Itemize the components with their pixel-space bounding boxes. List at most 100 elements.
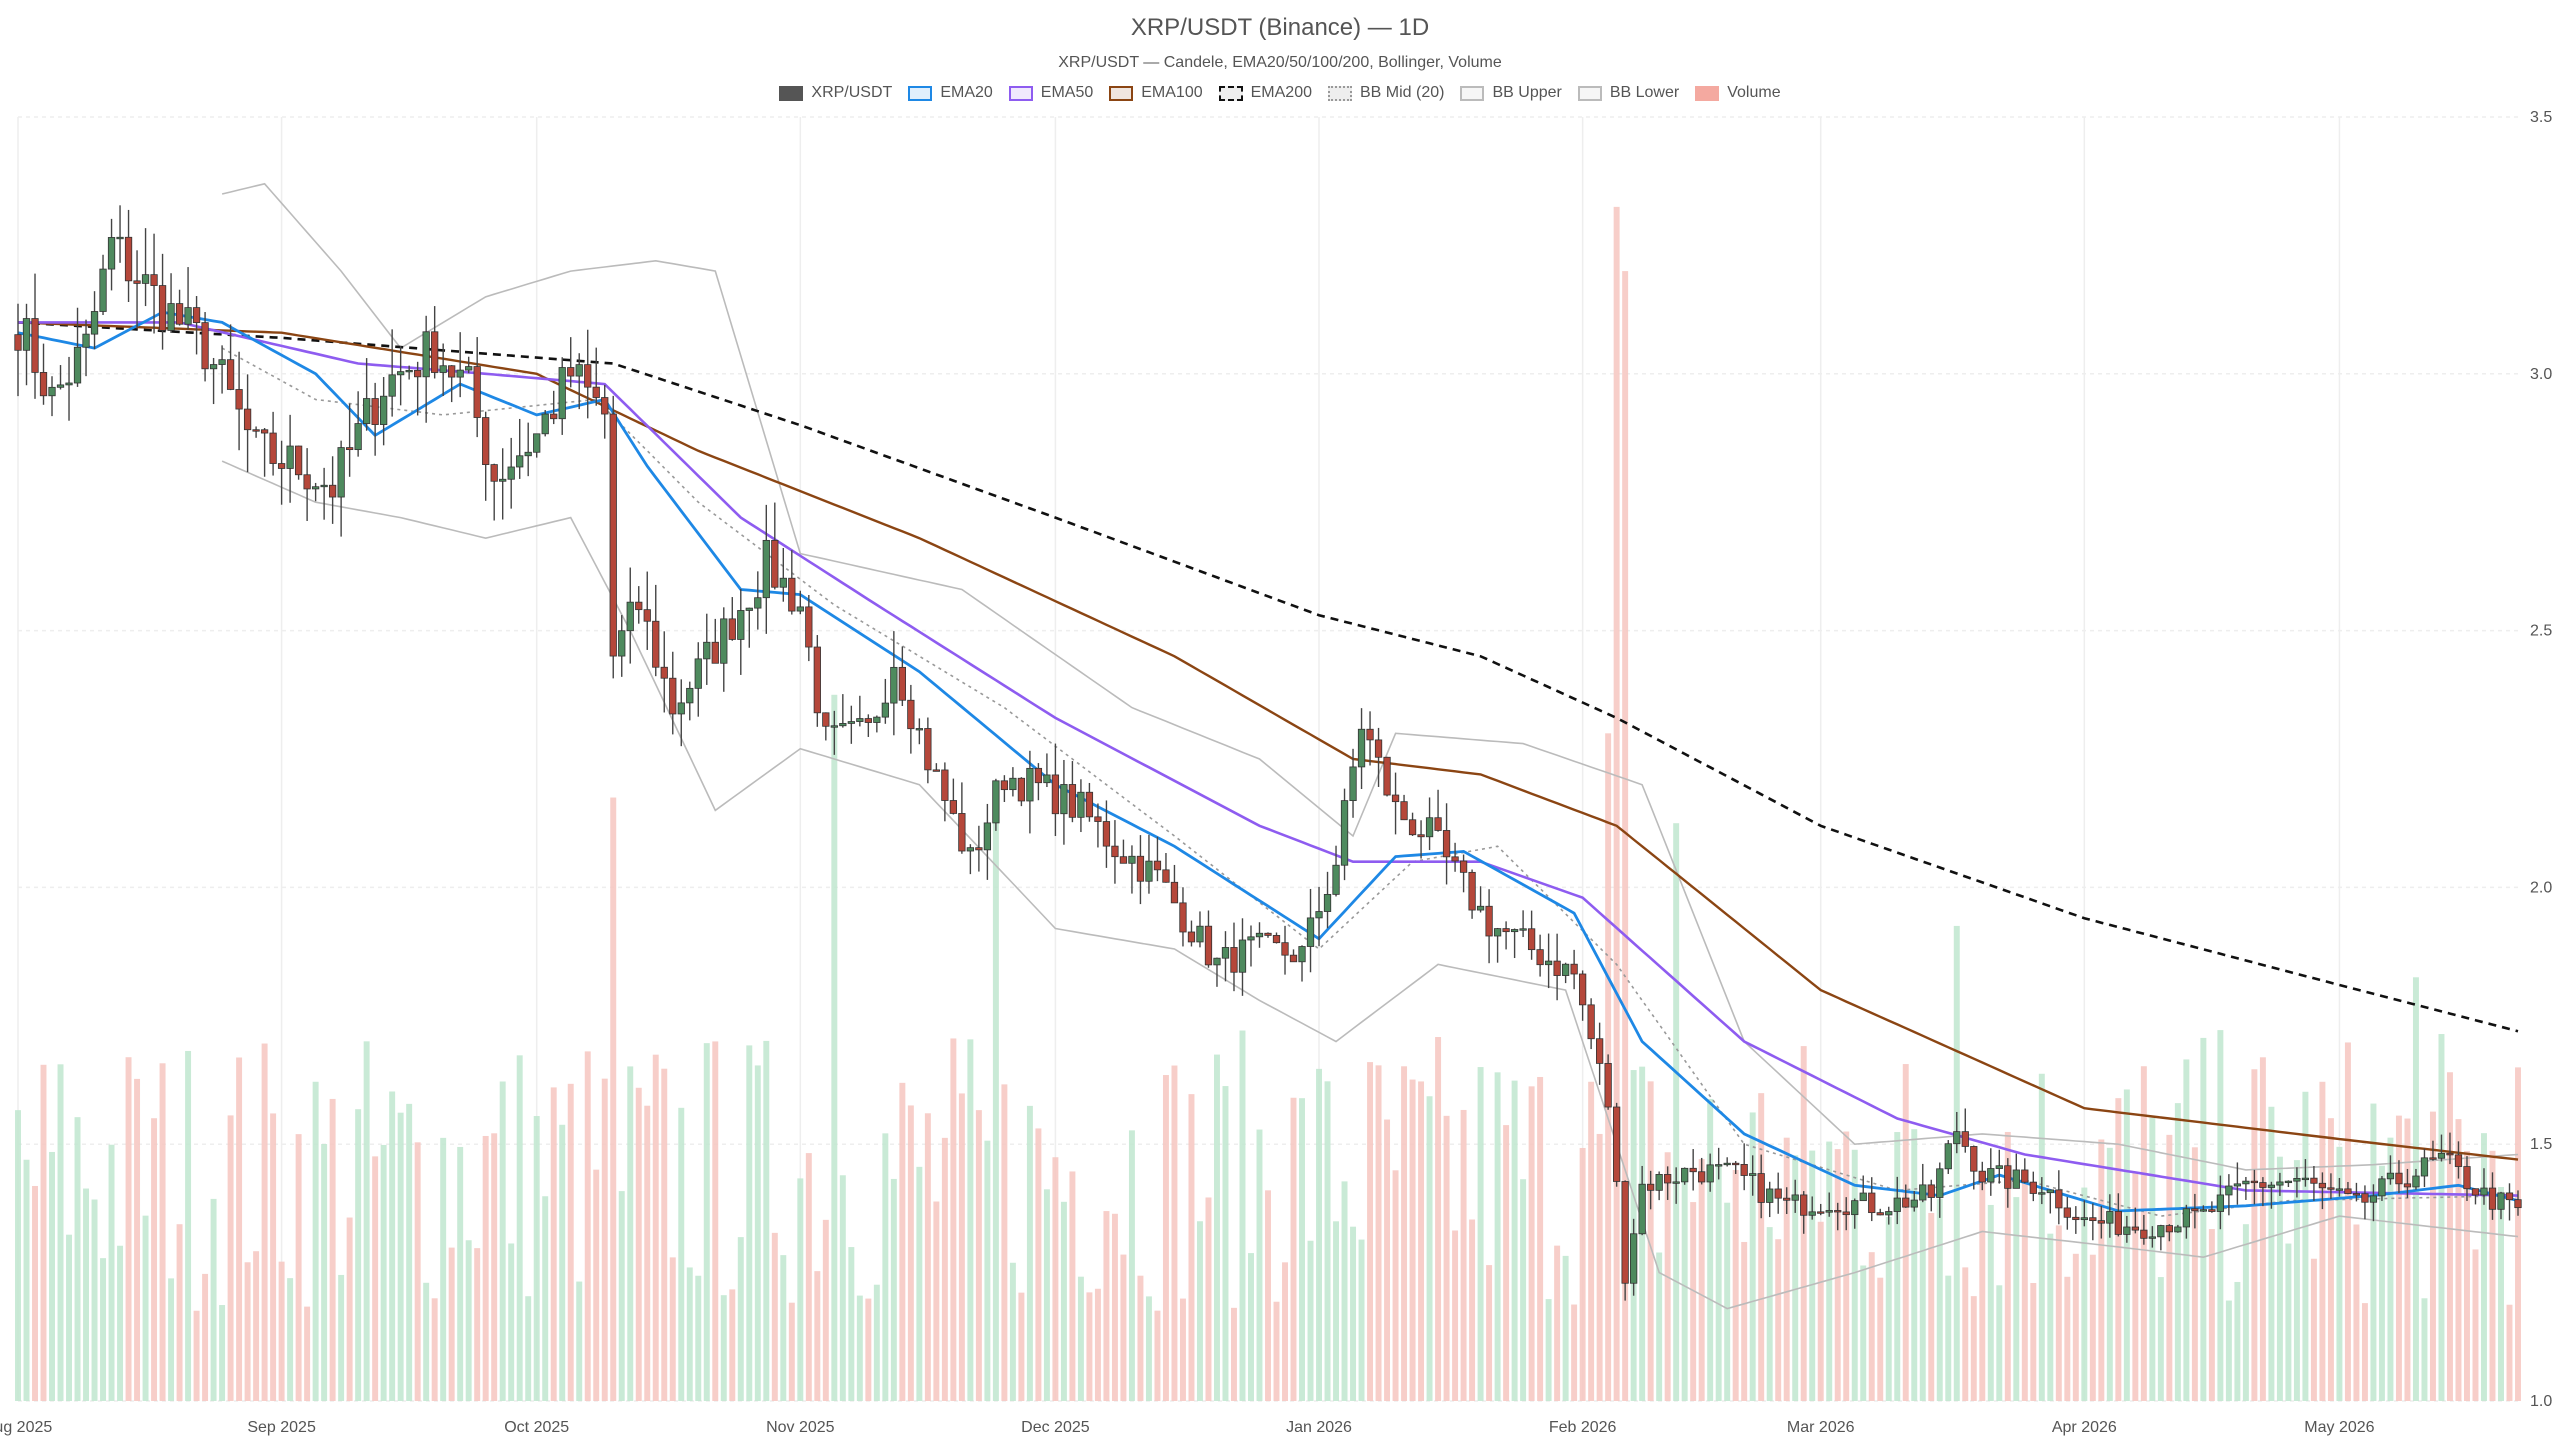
volume-bar — [542, 1196, 549, 1401]
volume-bar — [2481, 1133, 2487, 1401]
candle-body — [1527, 928, 1536, 951]
volume-bar — [780, 1255, 787, 1401]
volume-bar — [797, 1178, 804, 1401]
volume-bar — [593, 1169, 600, 1401]
volume-bar — [1962, 1267, 1969, 1401]
candle-body — [813, 646, 821, 714]
candle-body — [2378, 1178, 2386, 1197]
candle-body — [2420, 1157, 2429, 1177]
volume-bar — [2174, 1103, 2181, 1401]
legend-label: BB Upper — [1492, 84, 1562, 101]
candle-body — [311, 486, 320, 490]
candle-body — [286, 445, 294, 469]
candle-body — [1604, 1063, 1612, 1108]
volume-bar — [788, 1302, 795, 1401]
candle-body — [116, 236, 124, 240]
volume-bar — [329, 1098, 336, 1401]
candle-body — [218, 359, 226, 365]
ema50-line — [18, 321, 2519, 1197]
candle-body — [1749, 1173, 1757, 1176]
volume-bar — [1384, 1119, 1391, 1401]
candle-body — [2063, 1207, 2071, 1218]
volume-bar — [1026, 1105, 1033, 1401]
candle-body — [1672, 1181, 1680, 1184]
legend-item: BB Upper — [1460, 84, 1562, 102]
candle-body — [22, 318, 31, 351]
candle-body — [1315, 911, 1323, 919]
candle-body — [1987, 1168, 1995, 1183]
volume-bar — [1613, 206, 1620, 1401]
candle-body — [2267, 1184, 2276, 1188]
candle-body — [618, 630, 626, 657]
volume-bar — [2038, 1073, 2045, 1401]
candle-body — [1519, 928, 1527, 931]
volume-bar — [831, 694, 838, 1401]
candle-body — [516, 455, 524, 468]
volume-bar — [168, 1278, 175, 1401]
candle-body — [2488, 1187, 2497, 1210]
x-tick-label: May 2026 — [2304, 1419, 2374, 1436]
volume-bar — [1945, 1275, 1952, 1401]
candle-body — [1732, 1162, 1740, 1166]
candle-body — [175, 303, 184, 325]
legend-swatch — [779, 85, 804, 101]
volume-bar — [1188, 1094, 1195, 1401]
candle-body — [1111, 845, 1119, 858]
volume-bar — [406, 1103, 413, 1401]
volume-layer — [15, 206, 2521, 1402]
volume-bar — [1545, 1299, 1552, 1401]
candle-body — [584, 364, 592, 388]
volume-bar — [2438, 1034, 2445, 1401]
legend-swatch — [1109, 85, 1134, 101]
legend-label: EMA200 — [1250, 84, 1312, 101]
volume-bar — [1154, 1310, 1161, 1401]
chart-legend: XRP/USDT EMA20 EMA50 EMA100 EMA200 BB Mid (20… — [0, 84, 2560, 102]
candle-body — [2497, 1192, 2505, 1210]
candle-body — [1349, 766, 1357, 802]
volume-bar — [1843, 1131, 1850, 1401]
volume-bar — [1562, 1255, 1569, 1401]
candle-body — [2293, 1178, 2301, 1182]
candle-body — [1596, 1038, 1604, 1064]
candle-body — [2310, 1177, 2318, 1184]
volume-bar — [2429, 1111, 2436, 1401]
volume-bar — [482, 1135, 489, 1401]
x-tick-label: Aug 2025 — [0, 1419, 52, 1436]
candle-body — [1927, 1184, 1935, 1198]
volume-bar — [2446, 1072, 2453, 1401]
volume-bar — [805, 1153, 812, 1401]
ema20-line — [17, 310, 2519, 1213]
volume-bar — [2361, 1303, 2368, 1401]
volume-bar — [414, 1142, 421, 1401]
candle-body — [65, 382, 73, 386]
volume-bar — [559, 1124, 566, 1401]
candle-body — [2004, 1165, 2012, 1189]
x-tick-label: Apr 2026 — [2052, 1419, 2117, 1436]
volume-bar — [1987, 1204, 1994, 1401]
candle-body — [499, 478, 507, 482]
legend-item: EMA50 — [1008, 84, 1093, 102]
candle-body — [1213, 957, 1221, 966]
candle-body — [192, 307, 201, 324]
legend-item: EMA20 — [908, 84, 993, 102]
bb-upper-line — [221, 182, 2519, 1171]
candle-body — [1162, 869, 1170, 883]
volume-bar — [822, 1219, 829, 1401]
candle-body — [158, 285, 167, 331]
candle-body — [141, 274, 150, 284]
volume-bar — [1979, 1176, 1986, 1401]
volume-bar — [1996, 1285, 2003, 1401]
candle-body — [847, 721, 855, 724]
volume-bar — [635, 1087, 642, 1401]
legend-item: BB Mid (20) — [1328, 84, 1444, 102]
candle-body — [209, 364, 218, 370]
candle-body — [1476, 905, 1485, 911]
candle-body — [167, 303, 175, 331]
candle-body — [2335, 1188, 2344, 1191]
volume-bar — [1214, 1054, 1220, 1401]
candle-body — [788, 577, 796, 612]
volume-bar — [1486, 1265, 1493, 1401]
volume-bar — [287, 1278, 294, 1401]
volume-bar — [295, 1134, 302, 1401]
volume-bar — [882, 1133, 889, 1401]
